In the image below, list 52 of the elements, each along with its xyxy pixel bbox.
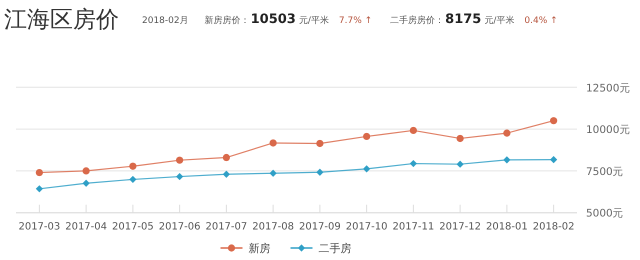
text: 7.7% ↑ <box>338 16 372 26</box>
point <box>270 139 277 147</box>
point <box>82 167 90 174</box>
y-tick-label: 5000元 <box>586 208 624 220</box>
point <box>316 140 324 148</box>
x-tick-label: 2017-09 <box>298 222 341 233</box>
text: 8175 <box>445 12 482 27</box>
point <box>36 168 43 176</box>
point <box>550 117 558 124</box>
point <box>316 168 324 176</box>
text: 元/平米 <box>484 15 514 26</box>
point <box>363 132 370 140</box>
x-tick-label: 2017-05 <box>112 222 154 233</box>
y-tick-label: 10000元 <box>586 124 630 136</box>
point <box>176 156 184 164</box>
x-tick-label: 2017-10 <box>346 222 388 233</box>
point <box>129 162 136 170</box>
point <box>222 154 230 162</box>
x-tick-label: 2018-02 <box>532 222 575 233</box>
legend-label: 二手房 <box>318 242 352 255</box>
point <box>82 180 90 187</box>
chart-title: 江海区房价 <box>4 7 119 33</box>
y-tick-label: 12500元 <box>586 82 630 94</box>
text: 新房房价： <box>204 15 250 26</box>
point <box>176 172 184 180</box>
point <box>36 185 43 192</box>
x-tick-label: 2017-04 <box>65 222 108 233</box>
point <box>222 170 230 178</box>
point <box>550 156 558 164</box>
x-tick-label: 2017-07 <box>205 222 248 233</box>
x-tick-label: 2017-12 <box>439 222 482 233</box>
text: 二手房房价： <box>390 15 444 26</box>
y-tick-label: 7500元 <box>586 166 624 178</box>
text: 元/平米 <box>298 15 329 26</box>
text: 10503 <box>250 12 296 27</box>
point <box>503 130 510 137</box>
point <box>503 156 510 164</box>
point <box>129 176 136 184</box>
point <box>410 160 417 168</box>
text: 0.4% ↑ <box>524 16 558 26</box>
point <box>456 160 464 168</box>
x-tick-label: 2018-01 <box>486 222 528 233</box>
point <box>270 170 277 177</box>
x-tick-label: 2017-08 <box>252 222 294 233</box>
x-tick-label: 2017-03 <box>18 222 60 233</box>
x-tick-label: 2017-06 <box>158 222 201 233</box>
legend-label: 新房 <box>248 242 270 255</box>
point <box>410 126 417 134</box>
x-tick-label: 2017-11 <box>392 222 434 233</box>
point <box>456 134 464 142</box>
text: 2018-02月 <box>142 16 189 26</box>
point <box>363 165 370 172</box>
